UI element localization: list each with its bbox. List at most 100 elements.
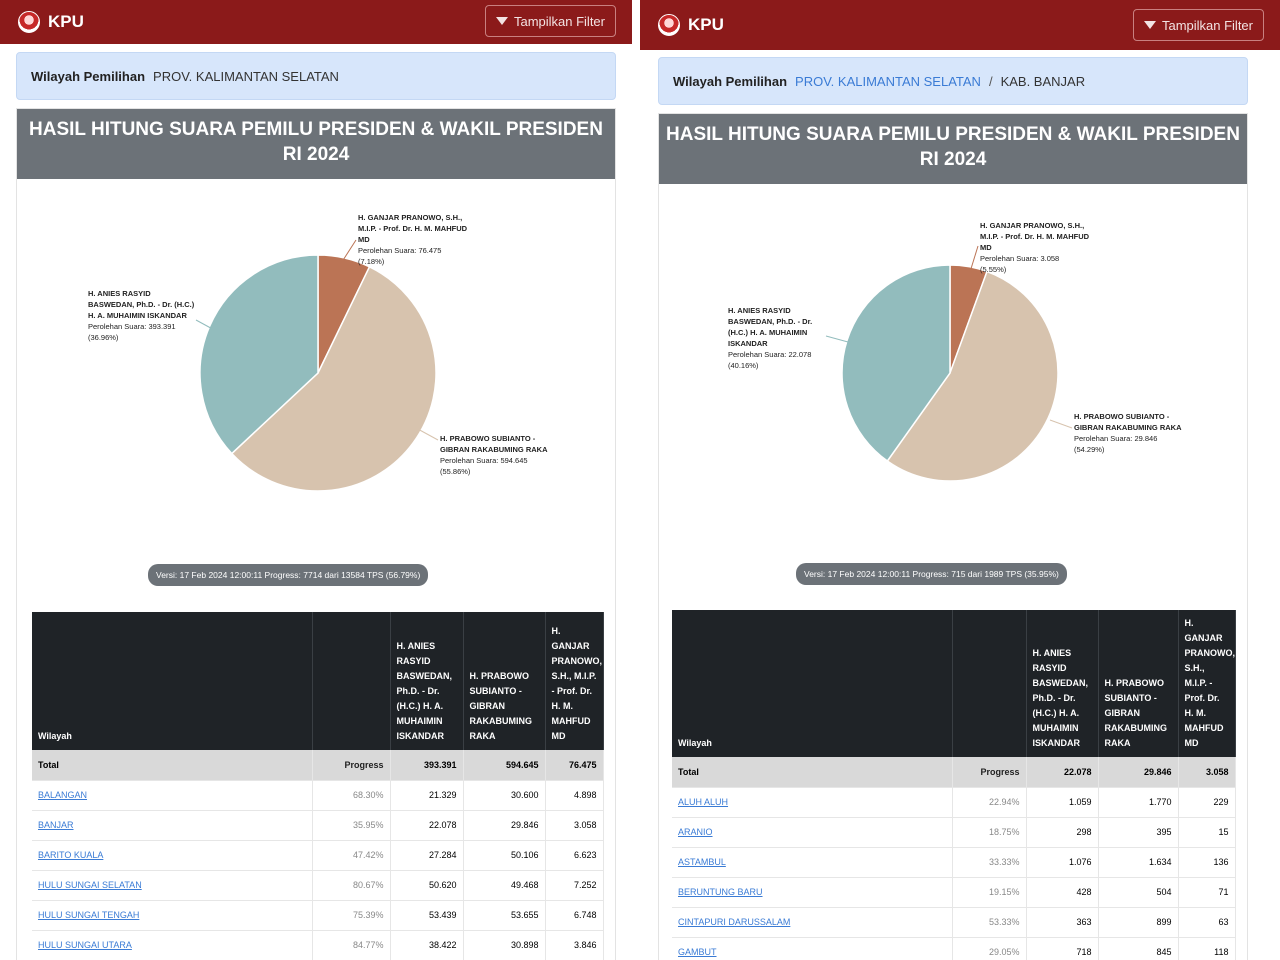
col-header-wilayah[interactable]: Wilayah [32,612,313,750]
col-header-progress [952,610,1027,757]
vote-cell: 21.329 [390,780,464,811]
vote-cell: 71 [1178,877,1236,908]
vote-cell: 1.076 [1026,847,1099,878]
col-header-anies[interactable]: H. ANIES RASYID BASWEDAN, Ph.D. - Dr. (H… [1026,610,1099,757]
region-cell: ALUH ALUH [672,787,953,818]
vote-cell: 229 [1178,787,1236,818]
pie-label-votes: Perolehan Suara: 29.846 [1074,434,1158,443]
table-row: HULU SUNGAI SELATAN 80.67% 50.620 49.468 7.2… [32,870,604,901]
vote-cell: 136 [1178,847,1236,878]
progress-cell: 75.39% [312,900,391,931]
region-link[interactable]: ARANIO [678,827,713,837]
vote-cell: 22.078 [1026,757,1099,788]
filter-icon [1143,21,1156,29]
progress-cell: 18.75% [952,817,1027,848]
table-row: HULU SUNGAI UTARA 84.77% 38.422 30.898 3.846 [32,930,604,960]
pie-label-name: H. ANIES RASYID BASWEDAN, Ph.D. - Dr. (H… [728,306,813,348]
region-link[interactable]: ASTAMBUL [678,857,726,867]
pie-label-percent: (36.96%) [88,333,119,342]
show-filter-button[interactable]: Tampilkan Filter [484,5,616,37]
vote-cell: 27.284 [390,840,464,871]
pie-label-name: H. PRABOWO SUBIANTO - GIBRAN RAKABUMING … [440,434,548,454]
progress-header: Progress [312,750,391,781]
pie-label-prabowo: H. PRABOWO SUBIANTO - GIBRAN RAKABUMING … [440,433,550,477]
region-link[interactable]: GAMBUT [678,947,717,957]
vote-cell: 393.391 [390,750,464,781]
table-row: BERUNTUNG BARU 19.15% 428 504 71 [672,877,1236,908]
region-link[interactable]: HULU SUNGAI UTARA [38,940,132,950]
col-header-wilayah[interactable]: Wilayah [672,610,953,757]
vote-cell: 298 [1026,817,1099,848]
vote-cell: 899 [1098,907,1179,938]
progress-header: Progress [952,757,1027,788]
region-link[interactable]: BANJAR [38,820,74,830]
region-link[interactable]: BERUNTUNG BARU [678,887,763,897]
vote-cell: 15 [1178,817,1236,848]
progress-cell: 53.33% [952,907,1027,938]
brand[interactable]: KPU [658,14,724,36]
pie-slice-2[interactable] [200,255,319,455]
region-cell: ASTAMBUL [672,847,953,878]
vote-cell: 4.898 [545,780,604,811]
region-link[interactable]: HULU SUNGAI TENGAH [38,910,140,920]
vote-cell: 3.058 [1178,757,1236,788]
breadcrumb-item-province: PROV. KALIMANTAN SELATAN [153,68,339,84]
breadcrumb-item-province[interactable]: PROV. KALIMANTAN SELATAN [795,73,981,89]
progress-cell: 35.95% [312,810,391,841]
region-link[interactable]: CINTAPURI DARUSSALAM [678,917,791,927]
breadcrumb-label: Wilayah Pemilihan [673,73,788,89]
col-header-prabowo[interactable]: H. PRABOWO SUBIANTO - GIBRAN RAKABUMING … [1098,610,1179,757]
pie-label-ganjar: H. GANJAR PRANOWO, S.H., M.I.P. - Prof. … [980,220,1090,275]
vote-cell: 53.655 [463,900,546,931]
results-table: Wilayah H. ANIES RASYID BASWEDAN, Ph.D. … [672,610,1236,960]
right-panel: KPU Tampilkan Filter Wilayah Pemilihan P… [640,0,1280,960]
vote-cell: 6.748 [545,900,604,931]
kpu-logo-icon [18,11,40,33]
brand[interactable]: KPU [18,11,84,33]
progress-cell: 29.05% [952,937,1027,960]
vote-cell: 38.422 [390,930,464,960]
region-cell: HULU SUNGAI UTARA [32,930,313,960]
filter-label: Tampilkan Filter [513,13,605,29]
region-link[interactable]: ALUH ALUH [678,797,729,807]
pie-label-name: H. PRABOWO SUBIANTO - GIBRAN RAKABUMING … [1074,412,1182,432]
pie-label-percent: (7.18%) [358,257,385,266]
table-row: ASTAMBUL 33.33% 1.076 1.634 136 [672,847,1236,878]
region-cell: BERUNTUNG BARU [672,877,953,908]
region-cell: HULU SUNGAI SELATAN [32,870,313,901]
col-header-anies[interactable]: H. ANIES RASYID BASWEDAN, Ph.D. - Dr. (H… [390,612,464,750]
pie-label-prabowo: H. PRABOWO SUBIANTO - GIBRAN RAKABUMING … [1074,411,1184,455]
progress-cell: 68.30% [312,780,391,811]
show-filter-button[interactable]: Tampilkan Filter [1132,9,1264,41]
region-link[interactable]: BALANGAN [38,790,88,800]
col-header-ganjar[interactable]: H. GANJAR PRANOWO, S.H., M.I.P. - Prof. … [1178,610,1236,757]
breadcrumb: Wilayah Pemilihan PROV. KALIMANTAN SELAT… [16,52,616,100]
table-row: ALUH ALUH 22.94% 1.059 1.770 229 [672,787,1236,818]
pie-slice-2[interactable] [842,265,951,463]
region-cell: BANJAR [32,810,313,841]
vote-cell: 395 [1098,817,1179,848]
vote-cell: 504 [1098,877,1179,908]
pie-label-votes: Perolehan Suara: 76.475 [358,246,442,255]
col-header-ganjar[interactable]: H. GANJAR PRANOWO, S.H., M.I.P. - Prof. … [545,612,604,750]
region-cell: HULU SUNGAI TENGAH [32,900,313,931]
pie-label-name: H. ANIES RASYID BASWEDAN, Ph.D. - Dr. (H… [88,289,195,320]
vote-cell: 3.058 [545,810,604,841]
version-badge: Versi: 17 Feb 2024 12:00:11 Progress: 77… [148,564,429,586]
vote-cell: 63 [1178,907,1236,938]
total-label: Total [32,750,313,781]
col-header-prabowo[interactable]: H. PRABOWO SUBIANTO - GIBRAN RAKABUMING … [463,612,546,750]
vote-cell: 29.846 [463,810,546,841]
region-link[interactable]: HULU SUNGAI SELATAN [38,880,142,890]
pie-label-ganjar: H. GANJAR PRANOWO, S.H., M.I.P. - Prof. … [358,212,473,267]
region-cell: GAMBUT [672,937,953,960]
pie-label-votes: Perolehan Suara: 393.391 [88,322,176,331]
vote-cell: 118 [1178,937,1236,960]
pie-label-votes: Perolehan Suara: 3.058 [980,254,1060,263]
progress-cell: 19.15% [952,877,1027,908]
region-link[interactable]: BARITO KUALA [38,850,104,860]
pie-slice-1[interactable] [886,270,1059,482]
pie-slice-1[interactable] [230,265,437,492]
vote-cell: 50.106 [463,840,546,871]
progress-cell: 33.33% [952,847,1027,878]
